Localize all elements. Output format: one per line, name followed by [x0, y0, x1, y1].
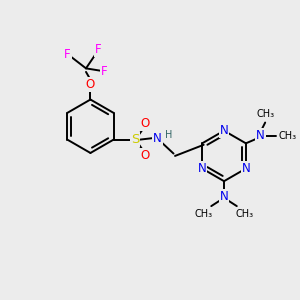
Text: CH₃: CH₃ — [194, 208, 212, 218]
Text: N: N — [256, 129, 265, 142]
Text: N: N — [153, 132, 162, 145]
Text: CH₃: CH₃ — [236, 208, 254, 218]
Text: O: O — [86, 78, 95, 91]
Text: F: F — [101, 65, 108, 78]
Text: CH₃: CH₃ — [279, 131, 297, 141]
Text: F: F — [95, 44, 102, 56]
Text: N: N — [242, 162, 250, 175]
Text: F: F — [64, 48, 71, 61]
Text: O: O — [141, 149, 150, 162]
Text: O: O — [141, 117, 150, 130]
Text: CH₃: CH₃ — [256, 109, 274, 118]
Text: H: H — [165, 130, 172, 140]
Text: N: N — [198, 162, 207, 175]
Text: S: S — [131, 133, 139, 146]
Text: N: N — [220, 124, 228, 137]
Text: N: N — [220, 190, 228, 203]
